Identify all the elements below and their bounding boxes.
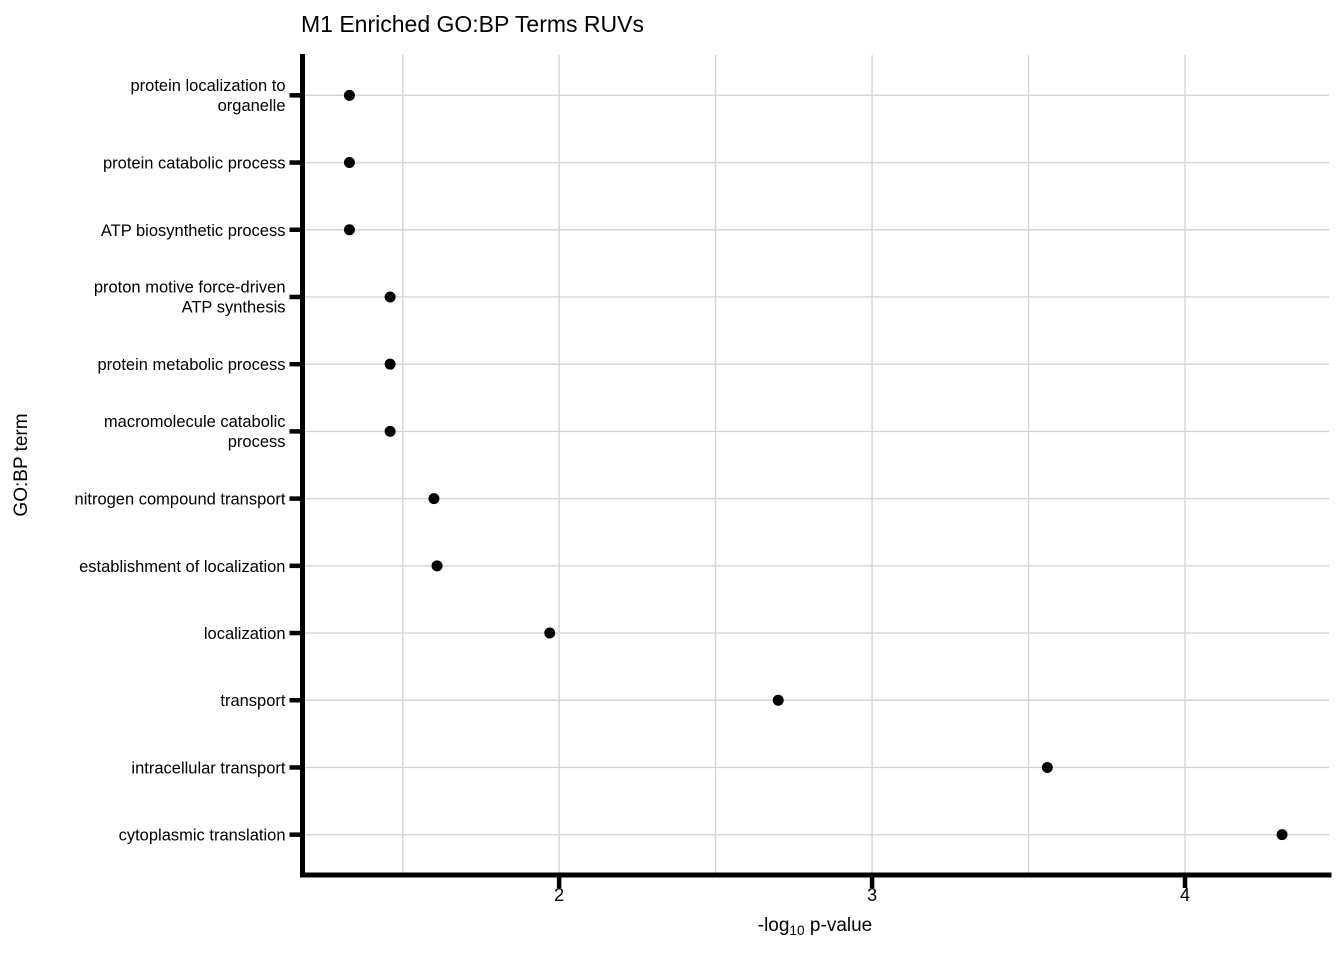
- data-point: [343, 89, 355, 101]
- y-category-label: protein metabolic process: [97, 356, 285, 374]
- x-axis-title-suffix: p-value: [804, 915, 873, 936]
- y-category-label: process: [228, 433, 286, 451]
- y-category-label: intracellular transport: [131, 759, 285, 777]
- x-axis-title-prefix: -log: [757, 915, 790, 936]
- x-tick-label: 3: [867, 885, 877, 905]
- x-tick-label: 2: [554, 885, 564, 905]
- y-category-label: transport: [220, 692, 286, 710]
- y-category-label: ATP biosynthetic process: [101, 222, 286, 240]
- data-point: [384, 291, 396, 303]
- data-point: [1041, 761, 1053, 773]
- y-category-label: macromolecule catabolic: [104, 413, 286, 431]
- y-category-label: localization: [204, 625, 286, 643]
- data-point: [431, 560, 443, 572]
- y-category-label: protein catabolic process: [103, 155, 286, 173]
- x-axis-title-subscript: 10: [789, 923, 805, 939]
- data-point: [772, 694, 784, 706]
- data-point: [343, 157, 355, 169]
- data-point: [428, 493, 440, 505]
- y-category-label: proton motive force-driven: [94, 278, 286, 296]
- data-point: [384, 358, 396, 370]
- y-category-label: ATP synthesis: [182, 298, 286, 316]
- data-point: [384, 425, 396, 437]
- chart-title: M1 Enriched GO:BP Terms RUVs: [301, 11, 644, 37]
- y-category-label: cytoplasmic translation: [119, 827, 286, 845]
- y-category-label: establishment of localization: [79, 558, 285, 576]
- y-axis-title: GO:BP term: [11, 413, 32, 517]
- y-category-label: nitrogen compound transport: [75, 491, 286, 509]
- data-point: [1276, 829, 1288, 841]
- y-category-label: protein localization to: [130, 77, 285, 95]
- data-point: [343, 224, 355, 236]
- y-category-label: organelle: [218, 97, 286, 115]
- x-axis-title: -log10 p-value: [757, 915, 873, 939]
- data-point: [544, 627, 556, 639]
- x-tick-label: 4: [1180, 885, 1190, 905]
